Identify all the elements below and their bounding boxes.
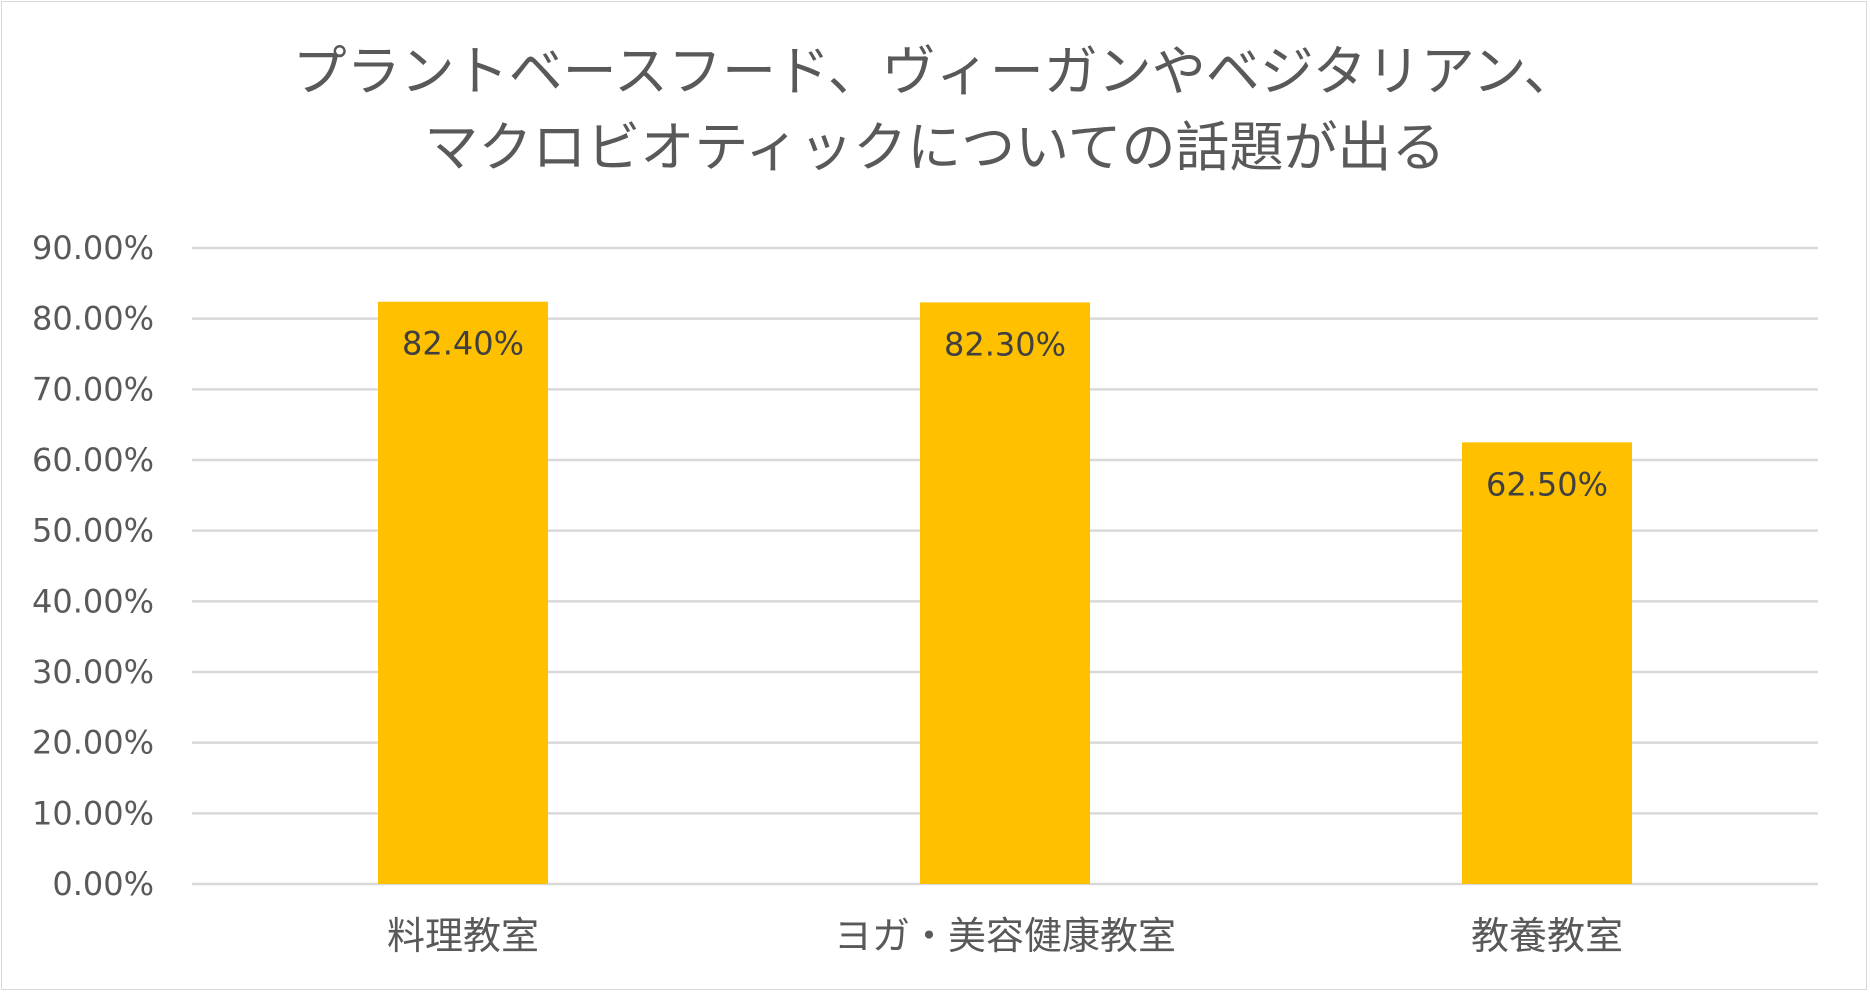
chart-title: プラントベースフード、ヴィーガンやベジタリアン、 マクロビオティックについての話… (0, 34, 1870, 186)
y-tick-label: 60.00% (32, 441, 154, 479)
chart-title-line-1: プラントベースフード、ヴィーガンやベジタリアン、 (292, 40, 1578, 103)
data-label: 82.40% (402, 325, 524, 363)
y-tick-label: 10.00% (32, 794, 154, 832)
bar (378, 301, 548, 884)
x-tick-label: ヨガ・美容健康教室 (834, 914, 1176, 958)
x-axis: 料理教室 ヨガ・美容健康教室 教養教室 (387, 914, 1623, 958)
y-tick-label: 70.00% (32, 370, 154, 408)
bar (920, 302, 1090, 884)
y-tick-label: 30.00% (32, 653, 154, 691)
y-tick-label: 50.00% (32, 512, 154, 550)
y-tick-label: 90.00% (32, 229, 154, 267)
data-label: 62.50% (1486, 465, 1608, 503)
y-tick-label: 20.00% (32, 724, 154, 762)
y-tick-label: 0.00% (52, 865, 154, 903)
y-axis: 0.00% 10.00% 20.00% 30.00% 40.00% 50.00% 60.00… (32, 229, 154, 903)
chart-title-line-2: マクロビオティックについての話題が出る (424, 116, 1446, 179)
y-tick-label: 40.00% (32, 582, 154, 620)
x-tick-label: 教養教室 (1471, 914, 1623, 958)
bars: 82.40% 82.30% 62.50% (378, 301, 1632, 884)
x-tick-label: 料理教室 (387, 914, 539, 958)
y-tick-label: 80.00% (32, 300, 154, 338)
bar (1462, 442, 1632, 884)
data-label: 82.30% (944, 325, 1066, 363)
